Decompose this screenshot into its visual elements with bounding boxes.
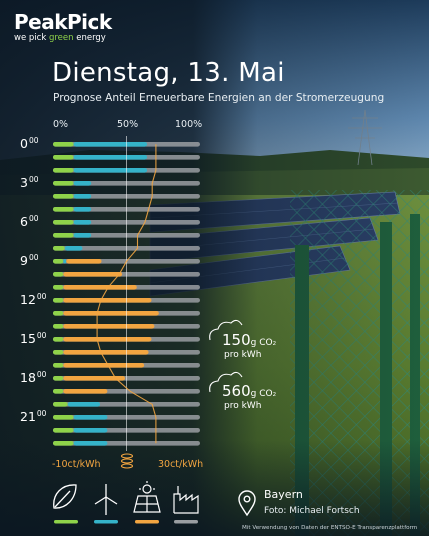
cloud-icon: [209, 319, 243, 341]
bar-segment: [63, 350, 149, 355]
bar-segment: [53, 181, 74, 186]
bar-segment: [53, 220, 74, 225]
bar-segment: [67, 402, 101, 407]
bar-segment: [63, 324, 155, 329]
location-name: Bayern: [264, 488, 303, 501]
brand-tagline: we pick green energy: [14, 33, 112, 43]
bar-segment: [53, 389, 64, 394]
bar-segment: [53, 285, 64, 290]
bar-segment: [53, 298, 64, 303]
bar-segment: [53, 259, 64, 264]
solar-panel-icon: [133, 481, 161, 513]
price-max-label: 30ct/kWh: [158, 459, 204, 470]
bar-segment: [53, 207, 74, 212]
brand-name: PeakPick: [14, 10, 112, 34]
bar-segment: [53, 194, 74, 199]
bar-segment: [63, 311, 159, 316]
bar-segment: [53, 415, 74, 420]
hour-label: 2100: [20, 409, 47, 424]
bar-segment: [53, 376, 64, 381]
brand-tag-prefix: we pick: [14, 33, 49, 43]
wind-turbine-icon: [94, 484, 118, 515]
hour-label: 300: [20, 175, 39, 190]
bar-segment: [53, 233, 74, 238]
co2-annotation-high: 560g CO2 pro kWh: [222, 382, 277, 411]
forecast-date: Dienstag, 13. Mai: [52, 58, 285, 88]
brand-tag-green: green: [48, 33, 74, 43]
leaf-icon: [53, 484, 77, 509]
bar-segment: [63, 389, 108, 394]
bar-segment: [63, 272, 123, 277]
coin-stack-icon: [120, 453, 134, 469]
bar-segment: [63, 363, 145, 368]
bar-segment: [73, 207, 92, 212]
bar-segment: [53, 363, 64, 368]
bar-segment: [73, 428, 108, 433]
bar-segment: [73, 142, 148, 147]
bar-segment: [53, 272, 64, 277]
axis-tick-0: 0%: [53, 119, 69, 130]
bar-segment: [73, 441, 108, 446]
hour-label: 600: [20, 214, 39, 229]
legend-color-bar: [54, 520, 78, 524]
hour-label: 1800: [20, 370, 47, 385]
co2-annotation-low: 150g CO2 pro kWh: [222, 331, 277, 360]
bar-segment: [53, 428, 74, 433]
bar-segment: [73, 181, 92, 186]
hour-label: 900: [20, 253, 39, 268]
factory-icon: [173, 486, 199, 514]
axis-tick-100: 100%: [175, 119, 203, 130]
bar-segment: [53, 168, 74, 173]
bar-segment: [73, 415, 108, 420]
forecast-subtitle: Prognose Anteil Erneuerbare Energien an …: [53, 92, 385, 104]
bar-segment: [53, 350, 64, 355]
bar-segment: [73, 220, 92, 225]
bar-segment: [53, 402, 68, 407]
bar-segment: [73, 194, 92, 199]
hour-label: 000: [20, 136, 39, 151]
bar-segment: [73, 233, 92, 238]
location-pin-icon: [238, 490, 256, 517]
hour-label: 1200: [20, 292, 47, 307]
bar-segment: [73, 155, 148, 160]
bar-segment: [53, 337, 64, 342]
bar-segment: [53, 311, 64, 316]
price-line: [96, 144, 157, 444]
legend-color-bar: [94, 520, 118, 524]
bar-segment: [53, 441, 74, 446]
cloud-icon: [209, 371, 243, 393]
bar-segment: [66, 259, 102, 264]
bar-segment: [63, 298, 152, 303]
price-min-label: -10ct/kWh: [52, 459, 101, 470]
hour-label: 1500: [20, 331, 47, 346]
bar-segment: [53, 155, 74, 160]
bar-segment: [63, 259, 67, 264]
data-source-credit: Mit Verwendung von Daten der ENTSO-E Tra…: [242, 525, 418, 531]
axis-tick-50: 50%: [117, 119, 139, 130]
bar-segment: [63, 337, 152, 342]
photo-credit: Foto: Michael Fortsch: [264, 506, 360, 516]
bar-segment: [53, 246, 65, 251]
bar-segment: [53, 324, 64, 329]
bar-segment: [73, 168, 148, 173]
bar-segment: [63, 376, 126, 381]
brand-tag-suffix: energy: [73, 33, 106, 43]
legend-color-bar: [174, 520, 198, 524]
brand-logo: PeakPick we pick green energy: [14, 12, 112, 43]
legend-color-bar: [135, 520, 159, 524]
bar-segment: [63, 285, 137, 290]
bar-segment: [53, 142, 74, 147]
bar-segment: [64, 246, 83, 251]
